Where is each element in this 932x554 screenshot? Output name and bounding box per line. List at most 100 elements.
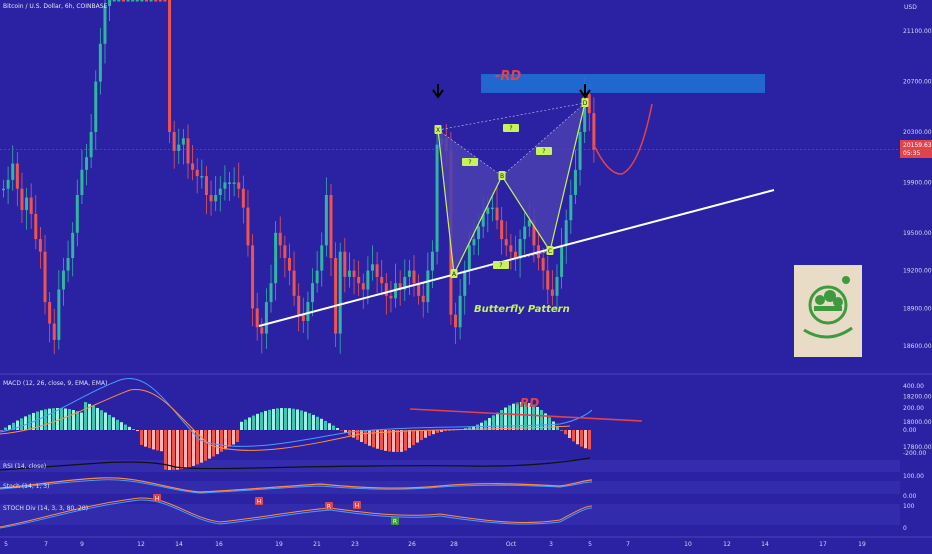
macd-divergence-line [409,408,643,422]
macd-histogram-bar [540,409,543,430]
macd-histogram-bar [108,414,111,430]
candle-body [454,314,458,328]
macd-histogram-bar [204,430,207,461]
candle-body [417,283,421,296]
macd-histogram-bar [496,412,499,430]
macd-histogram-bar [76,411,79,430]
macd-histogram-bar [504,407,507,430]
x-tick-label: 19 [275,541,283,548]
rsi-label[interactable]: RSI (14, close) [3,463,46,470]
macd-histogram-bar [484,420,487,430]
candle-body [48,302,52,324]
candle-body [334,258,338,334]
macd-histogram-bar [528,403,531,430]
candle-body [195,169,199,177]
candle-body [117,0,121,2]
divergence-marker-label: R [393,519,397,526]
macd-histogram-bar [152,430,155,450]
macd-histogram-bar [304,411,307,430]
candle-body [357,276,361,284]
macd-histogram-bar [192,430,195,466]
macd-histogram-bar [508,405,511,430]
candle-body [338,251,342,334]
x-tick-label: 5 [588,541,592,548]
macd-histogram-bar [268,409,271,430]
candle-body [481,213,485,227]
candle-body [587,94,591,114]
pattern-point-marker [581,98,589,107]
pattern-point-label: D [583,100,588,107]
macd-histogram-bar [548,417,551,430]
macd-histogram-bar [328,423,331,430]
candle-body [347,270,351,277]
candle-body [80,169,84,195]
stoch-tick-label: 0.00 [903,493,917,500]
macd-histogram-bar [92,405,95,430]
macd-histogram-bar [176,430,179,470]
y-tick-label: 18600.00 [903,343,932,350]
macd-histogram-bar [388,430,391,452]
candle-body [513,251,517,258]
macd-histogram-bar [288,408,291,430]
y-tick-label: 18900.00 [903,305,932,312]
price-badge-value: 20159.63 [903,142,932,149]
macd-histogram-bar [272,408,275,430]
stoch-div-label[interactable]: STOCH Div (14, 3, 3, 80, 20) [3,505,88,512]
candle-body [237,182,241,189]
pattern-leg [549,102,586,252]
macd-histogram-bar [284,408,287,430]
candle-body [292,270,296,296]
stochdiv-band [0,504,900,525]
divergence-marker-label: R [327,504,331,511]
macd-histogram-bar [556,425,559,430]
divergence-marker-label: H [257,499,262,506]
candle-body [592,113,596,150]
candle-body [435,144,439,252]
candle-body [320,245,324,271]
x-tick-label: 5 [4,541,8,548]
x-tick-label: 7 [44,541,48,548]
macd-histogram-bar [220,430,223,452]
candle-body [103,6,107,44]
macd-histogram-bar [312,414,315,430]
macd-histogram-bar [44,409,47,430]
symbol-title: Bitcoin / U.S. Dollar, 6h, COINBASE [3,3,108,10]
macd-histogram-bar [380,430,383,450]
x-tick-label: 16 [215,541,223,548]
x-tick-label: 19 [858,541,866,548]
macd-histogram-bar [400,430,403,452]
candle-body [324,195,328,246]
candle-body [477,226,481,240]
macd-histogram-bar [404,430,407,451]
macd-histogram-bar [368,430,371,446]
candle-body [204,176,208,195]
candle-body [366,270,370,290]
macd-histogram-bar [560,430,563,431]
stoch-label[interactable]: Stoch (14, 1, 3) [3,483,49,490]
macd-histogram-bar [132,429,135,430]
macd-label[interactable]: MACD (12, 26, close, 9, EMA, EMA) [3,380,107,387]
candle-body [140,0,144,2]
macd-histogram-bar [320,418,323,430]
y-tick-label: 18200.00 [903,394,932,401]
y-tick-label: 20700.00 [903,79,932,86]
macd-histogram-bar [492,415,495,430]
support-trendline [258,189,775,327]
candle-body [311,283,315,303]
candle-body [278,232,282,246]
ratio-label-box [493,261,509,269]
macd-tick-label: -200.00 [903,450,926,457]
macd-histogram-bar [512,403,515,430]
candle-body [527,220,531,227]
divergence-marker [255,497,263,505]
candle-body [43,251,47,303]
candle-body [6,179,10,189]
y-tick-label: 21100.00 [903,28,932,35]
candle-body [89,132,93,158]
macd-histogram-bar [308,413,311,430]
candle-body [306,302,310,321]
candle-body [343,251,347,277]
candle-body [154,0,158,2]
candle-body [144,0,148,2]
